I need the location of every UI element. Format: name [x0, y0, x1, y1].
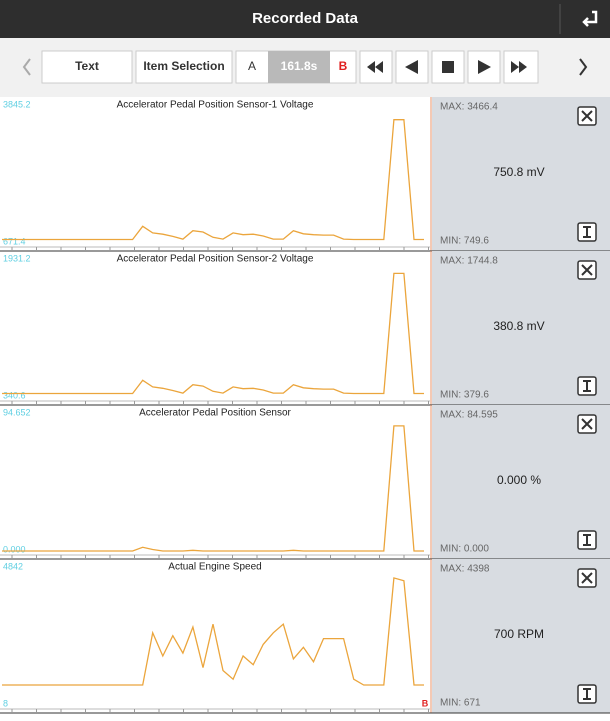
y-min-label: 0.000: [3, 544, 26, 554]
data-line: [2, 119, 424, 241]
item-selection-label: Item Selection: [143, 59, 224, 73]
close-icon: [581, 110, 593, 122]
fast-forward-icon: [511, 61, 527, 73]
chart-title: Actual Engine Speed: [168, 562, 261, 573]
play-icon: [478, 60, 491, 74]
stop-icon: [442, 61, 454, 73]
y-max-label: 94.652: [3, 407, 31, 417]
marker-b[interactable]: B: [339, 59, 348, 73]
y-max-label: 1931.2: [3, 253, 31, 263]
marker-a[interactable]: A: [248, 59, 256, 73]
prev-page[interactable]: [22, 58, 31, 76]
max-label: MAX: 84.595: [440, 410, 498, 421]
header-bar: [0, 0, 610, 38]
panels: 3845.2 671.4 Accelerator Pedal Position Se…: [0, 97, 610, 714]
info-icon: [583, 688, 591, 700]
time-label: 161.8s: [281, 59, 318, 73]
y-max-label: 3845.2: [3, 99, 31, 109]
info-icon: [583, 534, 591, 546]
chart-title: Accelerator Pedal Position Sensor: [139, 408, 291, 419]
item-selection-button[interactable]: [135, 50, 233, 84]
text-button[interactable]: [41, 50, 133, 84]
data-line: [2, 272, 424, 395]
close-icon: [581, 264, 593, 276]
min-label: MIN: 671: [440, 698, 481, 709]
y-min-label: 8: [3, 698, 8, 708]
min-label: MIN: 749.6: [440, 236, 489, 247]
chart-title: Accelerator Pedal Position Sensor-2 Volt…: [117, 254, 314, 265]
step-back-icon: [405, 60, 418, 74]
next-page[interactable]: [579, 58, 588, 76]
end-marker: B: [422, 698, 429, 708]
max-label: MAX: 3466.4: [440, 102, 498, 113]
max-label: MAX: 1744.8: [440, 256, 498, 267]
min-label: MIN: 0.000: [440, 544, 489, 555]
max-label: MAX: 4398: [440, 564, 490, 575]
current-value: 380.8 mV: [493, 319, 544, 333]
min-label: MIN: 379.6: [440, 390, 489, 401]
y-min-label: 340.6: [3, 390, 26, 400]
y-min-label: 671.4: [3, 236, 26, 246]
close-icon: [581, 418, 593, 430]
header-title: Recorded Data: [252, 10, 359, 27]
back-icon[interactable]: [582, 10, 598, 27]
data-line: [2, 577, 424, 686]
current-value: 0.000 %: [497, 473, 541, 487]
y-max-label: 4842: [3, 561, 23, 571]
info-icon: [583, 380, 591, 392]
info-icon: [583, 226, 591, 238]
rewind-icon: [367, 61, 383, 73]
current-value: 700 RPM: [494, 627, 544, 641]
chart-title: Accelerator Pedal Position Sensor-1 Volt…: [117, 100, 314, 111]
text-button-label: Text: [75, 59, 99, 73]
data-line: [2, 425, 424, 552]
current-value: 750.8 mV: [493, 165, 544, 179]
time-box: [268, 51, 330, 83]
close-icon: [581, 572, 593, 584]
